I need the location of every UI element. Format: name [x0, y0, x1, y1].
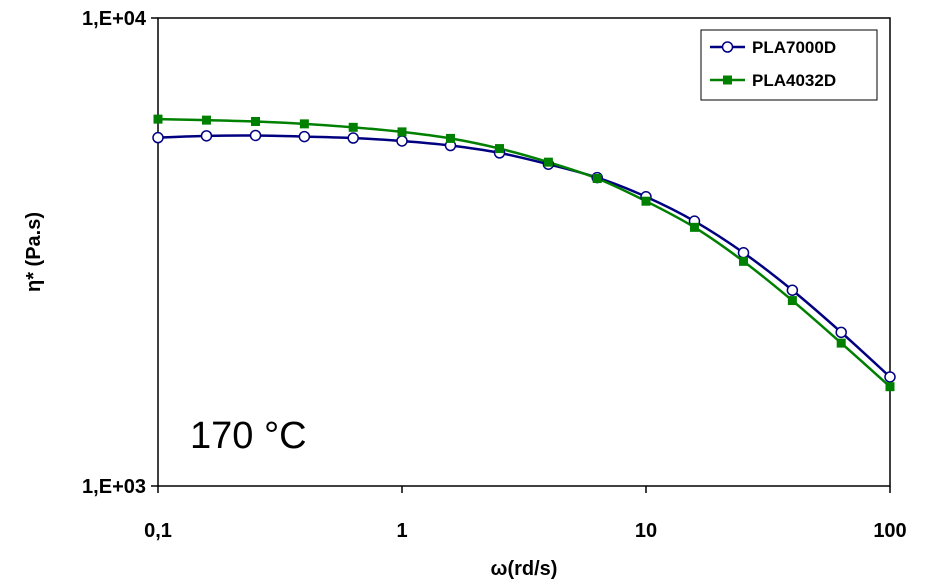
series-line-pla7000d [157, 134, 891, 378]
series-line-pla4032d [157, 117, 891, 388]
legend: PLA7000D PLA4032D [700, 29, 878, 101]
legend-label-pla7000d: PLA7000D [752, 38, 836, 57]
x-tick-label: 100 [873, 520, 906, 542]
x-axis-title: ω(rd/s) [491, 558, 558, 580]
data-point-pla4032d [836, 338, 846, 348]
data-point-pla7000d [347, 132, 359, 144]
data-point-pla4032d [592, 173, 602, 183]
data-point-pla7000d [249, 129, 262, 142]
data-point-pla7000d [737, 247, 750, 259]
data-point-pla7000d [884, 371, 896, 383]
data-point-pla4032d [201, 115, 211, 125]
data-point-pla4032d [153, 114, 163, 124]
data-point-pla4032d [689, 222, 699, 232]
data-point-pla7000d [200, 130, 213, 142]
y-tick-label: 1,E+03 [82, 476, 146, 498]
x-axis-ticks: 0,1 1 10 100 [144, 486, 907, 542]
legend-label-pla4032d: PLA4032D [752, 71, 836, 90]
data-point-pla7000d [396, 135, 408, 147]
legend-marker-pla4032d [723, 75, 732, 85]
y-axis-ticks: 1,E+03 1,E+04 [82, 8, 158, 498]
x-tick-label: 1 [396, 520, 407, 542]
x-tick-label: 0,1 [144, 520, 172, 542]
data-point-pla4032d [543, 157, 553, 167]
data-point-pla4032d [885, 382, 895, 392]
data-point-pla4032d [299, 119, 309, 129]
legend-box [700, 29, 878, 101]
x-tick-label: 10 [635, 520, 657, 542]
data-point-pla7000d [835, 326, 847, 339]
y-tick-label: 1,E+04 [82, 8, 147, 30]
data-point-pla7000d [786, 284, 799, 296]
data-point-pla4032d [445, 133, 455, 143]
data-point-pla7000d [152, 131, 164, 144]
temperature-annotation: 170 °C [190, 415, 307, 457]
data-point-pla4032d [348, 122, 358, 132]
data-point-pla7000d [298, 130, 311, 143]
data-point-pla4032d [787, 296, 797, 306]
y-axis-title: η* (Pa.s) [23, 212, 45, 292]
legend-marker-pla7000d [721, 41, 734, 53]
data-point-pla4032d [397, 127, 407, 137]
data-point-pla4032d [251, 116, 261, 126]
series-layer [152, 114, 896, 392]
data-point-pla4032d [641, 196, 651, 206]
data-point-pla4032d [495, 144, 505, 154]
data-point-pla4032d [739, 256, 749, 266]
